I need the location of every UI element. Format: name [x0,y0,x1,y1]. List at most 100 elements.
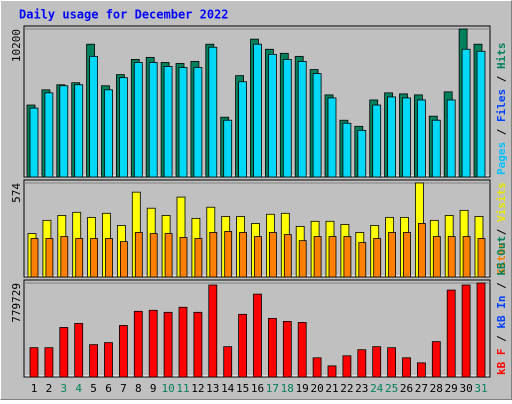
chart-title: Daily usage for December 2022 [19,8,229,22]
legend: kB F / kB In / kB Out [495,236,508,375]
bar [44,92,54,178]
legend-separator: / [495,122,508,142]
bar [461,284,471,378]
bar [238,313,248,378]
bar [149,233,158,278]
bar [477,238,486,278]
bar [417,223,426,278]
legend-item: Hits [495,43,508,70]
bar [163,311,173,378]
bar [327,97,337,178]
bar [461,48,471,178]
bar [74,84,84,178]
bar [178,67,188,178]
bar [59,85,69,178]
x-tick-label: 1 [31,382,38,395]
bar [313,236,322,278]
bar [297,322,307,378]
legend-item: Visits [495,182,508,222]
bar [75,238,84,278]
bar [372,346,382,378]
legend-item: Pages [495,142,508,175]
bar [238,81,248,178]
bar [29,347,39,378]
bar [267,317,277,378]
legend-item: Files [495,89,508,122]
bar [104,89,113,178]
bar [45,238,54,278]
x-tick-label: 28 [430,382,443,395]
x-tick-label: 10 [161,382,174,395]
bar [416,99,426,178]
legend-separator: / [495,69,508,89]
bar [431,119,441,178]
bar [267,53,277,178]
bar [402,357,411,378]
bar [253,293,262,378]
bar [119,325,128,378]
bar [120,241,128,278]
bar [44,347,54,378]
x-tick-label: 2 [46,382,53,395]
bar [194,238,203,278]
x-tick-label: 20 [310,382,323,395]
bar [239,232,248,278]
x-tick-label: 17 [266,382,279,395]
bar [357,129,367,178]
bar [89,55,98,178]
bar [163,66,173,178]
bar [447,236,456,278]
bar [133,310,143,378]
bar [372,104,382,178]
bar [148,309,158,378]
bar [416,362,426,378]
bar [74,323,84,378]
bar [462,236,471,278]
bar [224,231,233,278]
bar [282,321,292,378]
bar [119,77,128,178]
bar [476,50,486,178]
x-tick-label: 23 [355,382,368,395]
x-tick-label: 21 [325,382,338,395]
y-tick-label: 10200 [10,29,23,62]
x-tick-label: 3 [60,382,67,395]
legend-item: kB Out [495,236,508,276]
bar [283,234,292,278]
x-tick-label: 8 [135,382,142,395]
bar [328,236,337,278]
bar [193,311,203,378]
bar [223,346,233,378]
bar [342,122,352,178]
bar [268,232,277,278]
bar [89,344,98,378]
bar [90,238,98,278]
x-tick-label: 30 [459,382,472,395]
bar [312,357,322,378]
x-tick-label: 11 [176,382,189,395]
bar [105,238,113,278]
bar [60,236,69,278]
bar [133,62,143,178]
bar [29,107,39,178]
bar [298,240,307,278]
bar [476,282,486,378]
legend: Pages / Files / Hits [495,43,508,176]
bar [402,97,411,178]
x-tick-label: 14 [221,382,235,395]
legend: Sites / Visits [495,182,508,275]
bar [179,237,188,278]
legend-separator: / [495,329,508,349]
bar [343,236,352,278]
bar [254,236,262,278]
legend-separator: / [495,276,508,296]
x-tick-label: 16 [251,382,264,395]
bar [178,306,188,378]
bar [358,242,367,278]
bar [312,73,322,178]
x-tick-label: 31 [474,382,487,395]
x-tick-label: 15 [236,382,249,395]
bar [253,43,262,178]
